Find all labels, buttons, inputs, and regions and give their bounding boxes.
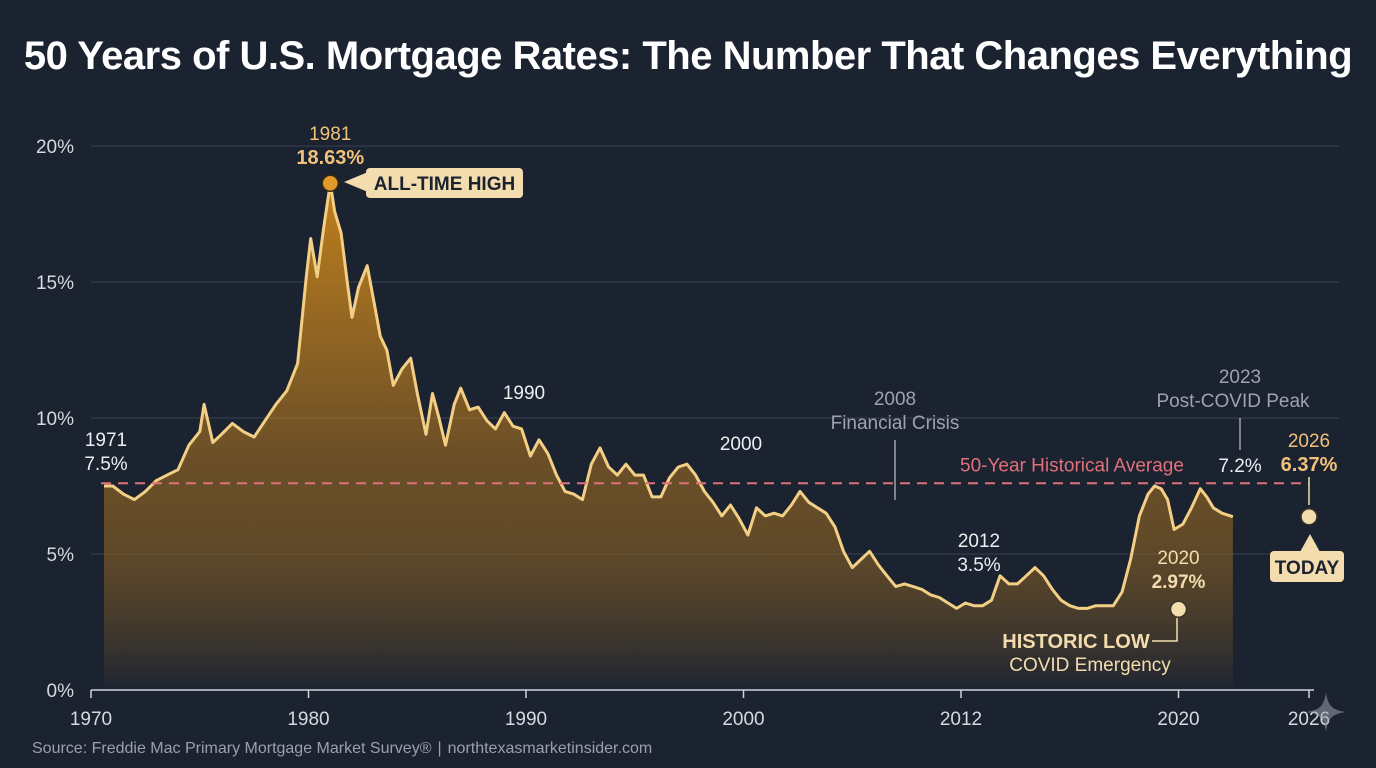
marker-low-leader (1152, 618, 1178, 642)
marker-low-title: HISTORIC LOW (1002, 631, 1150, 653)
annotation-2012-year: 2012 (958, 531, 1000, 552)
annotation-2023-year: 2023 (1219, 367, 1261, 388)
annotations: 1971 7.5% 1990 2000 2008 Financial Crisis 2012… (84, 367, 1310, 576)
y-tick-label-10: 10% (36, 409, 74, 430)
x-tick-label-1990: 1990 (505, 709, 547, 730)
marker-high-badge (366, 168, 523, 198)
marker-high-dot (321, 174, 339, 193)
marker-today-value: 6.37% (1281, 454, 1338, 476)
series-line-0 (104, 181, 1234, 610)
source-site: northtexasmarketinsider.com (447, 740, 653, 757)
average-line-group: 50-Year Historical Average (101, 455, 1309, 485)
sparkle-icon (1306, 692, 1346, 732)
annotation-1990: 1990 (503, 383, 545, 404)
average-label: 50-Year Historical Average (960, 455, 1184, 476)
annotation-2023-value: 7.2% (1218, 456, 1261, 477)
annotation-1971-year: 1971 (85, 430, 127, 451)
source-separator: | (437, 740, 442, 757)
annotation-2000: 2000 (720, 434, 762, 455)
marker-today-badge-pointer (1300, 534, 1320, 552)
x-tick-label-2020: 2020 (1157, 709, 1199, 730)
marker-high-year: 1981 (309, 124, 351, 145)
marker-high-value: 18.63% (296, 147, 364, 169)
area-layer (104, 181, 1234, 691)
marker-today-dot (1300, 507, 1318, 526)
marker-high-badge-pointer (344, 172, 368, 192)
chart-title: 50 Years of U.S. Mortgage Rates: The Num… (23, 34, 1353, 78)
marker-high-badge-text: ALL-TIME HIGH (374, 174, 515, 195)
source-note: Source: Freddie Mac Primary Mortgage Mar… (32, 740, 652, 758)
y-tick-label-5: 5% (47, 545, 75, 566)
x-tick-label-2000: 2000 (722, 709, 764, 730)
x-tick-label-1970: 1970 (70, 709, 112, 730)
x-tick-label-1980: 1980 (287, 709, 329, 730)
marker-low-dot (1169, 600, 1188, 618)
y-tick-label-0: 0% (47, 681, 75, 702)
y-tick-label-20: 20% (36, 137, 74, 158)
axes: 0% 5% 10% 15% 20% 1970 1980 1990 2000 2012 2020 202… (36, 137, 1330, 730)
annotation-2012-value: 3.5% (957, 555, 1000, 576)
x-tick-label-2012: 2012 (940, 709, 982, 730)
annotation-2008-label: Financial Crisis (831, 413, 960, 434)
marker-today-year: 2026 (1288, 431, 1330, 452)
annotation-1971-value: 7.5% (84, 454, 127, 475)
marker-today-badge-text: TODAY (1275, 558, 1340, 579)
marker-today-badge (1270, 551, 1344, 582)
marker-low-subtitle: COVID Emergency (1009, 655, 1171, 676)
y-tick-label-15: 15% (36, 273, 74, 294)
marker-low-value: 2.97% (1152, 572, 1206, 593)
marker-low-year: 2020 (1157, 548, 1199, 569)
annotation-2023-label: Post-COVID Peak (1156, 391, 1310, 412)
annotation-2008-year: 2008 (874, 389, 916, 410)
source-text: Source: Freddie Mac Primary Mortgage Mar… (32, 740, 432, 757)
series-area-0 (104, 183, 1233, 691)
